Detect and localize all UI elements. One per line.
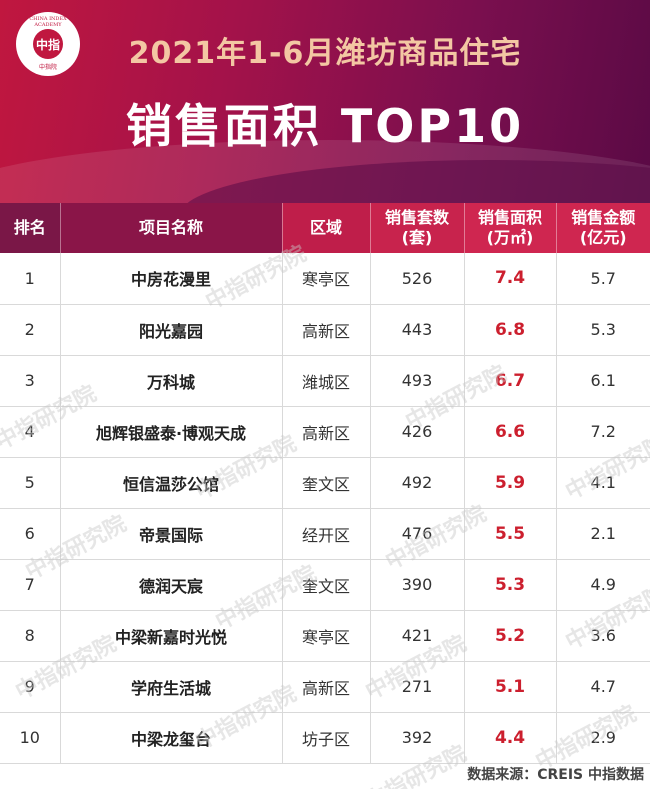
- area-sold-cell: 5.2: [464, 610, 557, 662]
- units-sold-cell: 526: [370, 253, 465, 305]
- logo: CHINA INDEX ACADEMY 中指 中指院: [16, 12, 80, 76]
- table-row: 7 德润天宸 奎文区 390 5.3 4.9: [0, 559, 650, 611]
- header-banner: CHINA INDEX ACADEMY 中指 中指院 2021年1-6月潍坊商品…: [0, 0, 650, 210]
- table-header-row: 排名 项目名称 区域 销售套数 (套) 销售面积 (万㎡) 销售金额 (亿元): [0, 203, 650, 253]
- rank-cell: 2: [0, 304, 61, 356]
- area-sold-cell: 5.9: [464, 457, 557, 509]
- ranking-table: 排名 项目名称 区域 销售套数 (套) 销售面积 (万㎡) 销售金额 (亿元) 1 中房…: [0, 203, 650, 764]
- col-header-area: 区域: [282, 203, 371, 253]
- district-cell: 高新区: [282, 661, 371, 713]
- title-line1: 2021年1-6月潍坊商品住宅: [128, 36, 522, 71]
- rank-cell: 8: [0, 610, 61, 662]
- area-sold-cell: 4.4: [464, 712, 557, 764]
- project-name-cell: 中梁新嘉时光悦: [60, 610, 283, 662]
- district-cell: 经开区: [282, 508, 371, 560]
- rank-cell: 1: [0, 253, 61, 305]
- units-sold-cell: 426: [370, 406, 465, 458]
- project-name-cell: 阳光嘉园: [60, 304, 283, 356]
- project-name-cell: 万科城: [60, 355, 283, 407]
- rank-cell: 9: [0, 661, 61, 713]
- table-row: 6 帝景国际 经开区 476 5.5 2.1: [0, 508, 650, 560]
- table-row: 2 阳光嘉园 高新区 443 6.8 5.3: [0, 304, 650, 356]
- project-name-cell: 中房花漫里: [60, 253, 283, 305]
- area-sold-cell: 5.3: [464, 559, 557, 611]
- table-row: 5 恒信温莎公馆 奎文区 492 5.9 4.1: [0, 457, 650, 509]
- district-cell: 寒亭区: [282, 253, 371, 305]
- sales-amount-cell: 2.9: [556, 712, 650, 764]
- district-cell: 潍城区: [282, 355, 371, 407]
- sales-amount-cell: 5.3: [556, 304, 650, 356]
- rank-cell: 5: [0, 457, 61, 509]
- district-cell: 高新区: [282, 304, 371, 356]
- project-name-cell: 学府生活城: [60, 661, 283, 713]
- table-row: 10 中梁龙玺台 坊子区 392 4.4 2.9: [0, 712, 650, 764]
- area-sold-cell: 6.6: [464, 406, 557, 458]
- page-title: 销售面积 TOP10: [125, 99, 525, 153]
- table-row: 1 中房花漫里 寒亭区 526 7.4 5.7: [0, 253, 650, 305]
- sales-amount-cell: 5.7: [556, 253, 650, 305]
- units-sold-cell: 271: [370, 661, 465, 713]
- project-name-cell: 德润天宸: [60, 559, 283, 611]
- rank-cell: 6: [0, 508, 61, 560]
- units-sold-cell: 443: [370, 304, 465, 356]
- units-sold-cell: 493: [370, 355, 465, 407]
- logo-ring-text: CHINA INDEX ACADEMY: [29, 16, 67, 28]
- sales-amount-cell: 7.2: [556, 406, 650, 458]
- area-sold-cell: 6.8: [464, 304, 557, 356]
- area-sold-cell: 6.7: [464, 355, 557, 407]
- units-sold-cell: 476: [370, 508, 465, 560]
- area-sold-cell: 7.4: [464, 253, 557, 305]
- rank-cell: 3: [0, 355, 61, 407]
- units-sold-cell: 421: [370, 610, 465, 662]
- project-name-cell: 旭辉银盛泰·博观天成: [60, 406, 283, 458]
- rank-cell: 7: [0, 559, 61, 611]
- data-source: 数据来源：CREIS 中指数据: [467, 767, 644, 783]
- col-header-sqm: 销售面积 (万㎡): [464, 203, 557, 253]
- district-cell: 高新区: [282, 406, 371, 458]
- logo-mark: 中指: [33, 29, 63, 59]
- project-name-cell: 帝景国际: [60, 508, 283, 560]
- rank-cell: 4: [0, 406, 61, 458]
- col-header-rank: 排名: [0, 203, 61, 253]
- district-cell: 奎文区: [282, 559, 371, 611]
- logo-bottom-text: 中指院: [38, 64, 57, 71]
- sales-amount-cell: 4.1: [556, 457, 650, 509]
- district-cell: 坊子区: [282, 712, 371, 764]
- table-row: 4 旭辉银盛泰·博观天成 高新区 426 6.6 7.2: [0, 406, 650, 458]
- col-header-name: 项目名称: [60, 203, 283, 253]
- units-sold-cell: 390: [370, 559, 465, 611]
- units-sold-cell: 392: [370, 712, 465, 764]
- district-cell: 奎文区: [282, 457, 371, 509]
- table-row: 3 万科城 潍城区 493 6.7 6.1: [0, 355, 650, 407]
- sales-amount-cell: 4.9: [556, 559, 650, 611]
- table-row: 9 学府生活城 高新区 271 5.1 4.7: [0, 661, 650, 713]
- sales-amount-cell: 2.1: [556, 508, 650, 560]
- sales-amount-cell: 4.7: [556, 661, 650, 713]
- col-header-units: 销售套数 (套): [370, 203, 465, 253]
- sales-amount-cell: 6.1: [556, 355, 650, 407]
- sales-amount-cell: 3.6: [556, 610, 650, 662]
- district-cell: 寒亭区: [282, 610, 371, 662]
- project-name-cell: 中梁龙玺台: [60, 712, 283, 764]
- project-name-cell: 恒信温莎公馆: [60, 457, 283, 509]
- area-sold-cell: 5.1: [464, 661, 557, 713]
- units-sold-cell: 492: [370, 457, 465, 509]
- col-header-amount: 销售金额 (亿元): [556, 203, 650, 253]
- table-row: 8 中梁新嘉时光悦 寒亭区 421 5.2 3.6: [0, 610, 650, 662]
- rank-cell: 10: [0, 712, 61, 764]
- area-sold-cell: 5.5: [464, 508, 557, 560]
